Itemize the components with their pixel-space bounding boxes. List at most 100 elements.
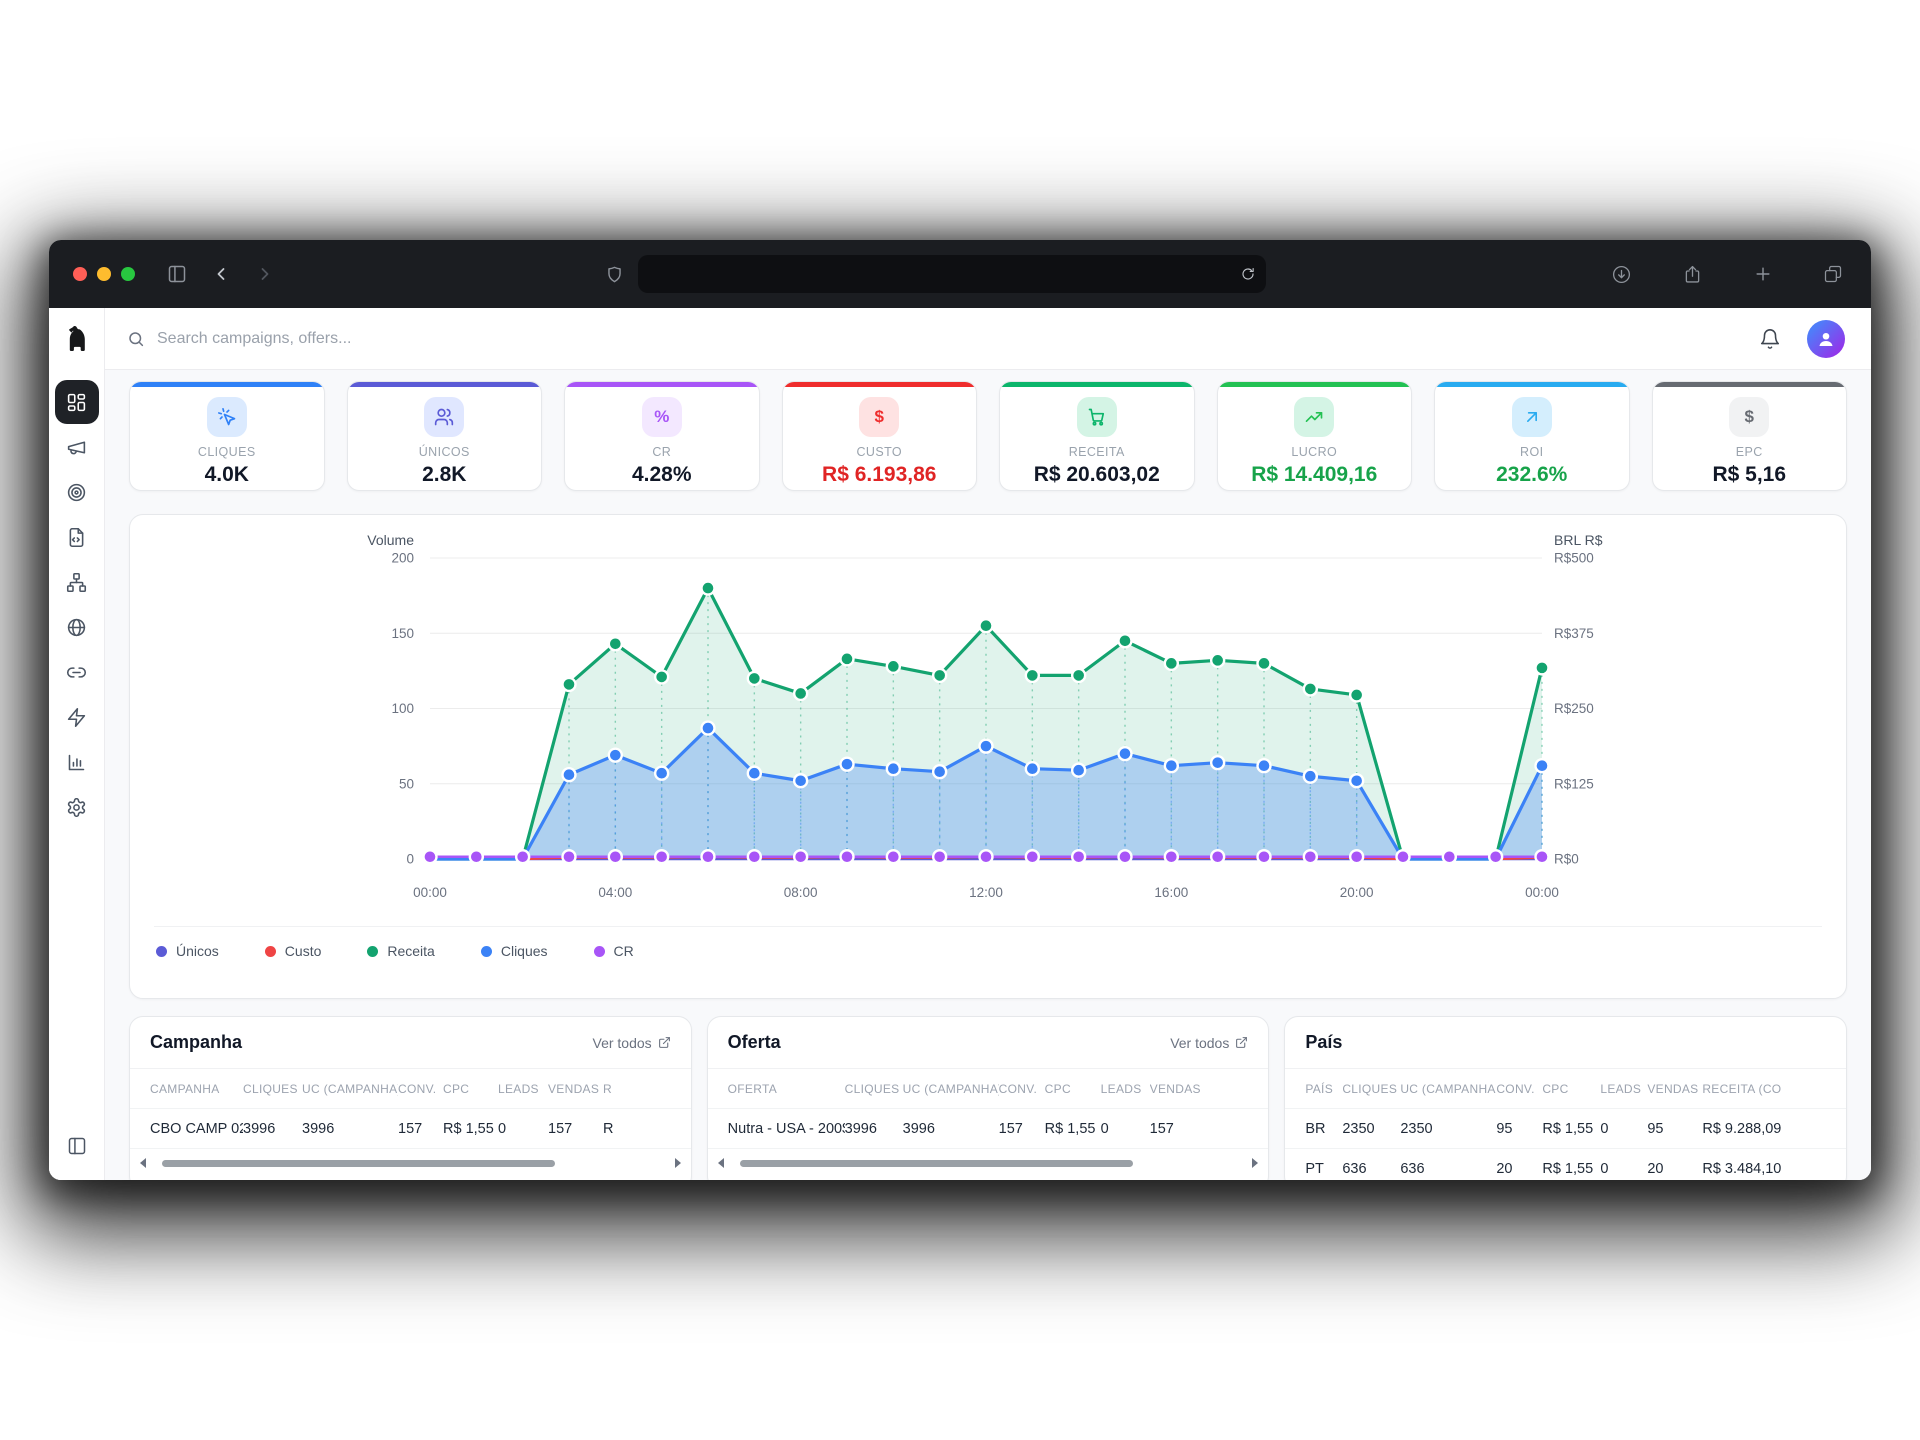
table-cell: 95 [1647, 1120, 1664, 1137]
sidebar-item-target[interactable] [55, 470, 99, 514]
column-header: CAMPANHA [150, 1081, 220, 1096]
legend-item-receita[interactable]: Receita [367, 943, 435, 959]
target-icon [66, 482, 87, 503]
column-header: CPC [443, 1081, 470, 1096]
table-row[interactable]: Nutra - USA - 200$ 3996 3996 157 R$ 1,55 0 157 [707, 1109, 1269, 1149]
summary-tables: Campanha Ver todos CAMPANHA CLIQUES UC (CAMP… [129, 1016, 1848, 1180]
svg-text:BRL R$: BRL R$ [1554, 532, 1603, 548]
percent-icon: % [641, 397, 682, 437]
sidebar-item-dashboard[interactable] [54, 380, 99, 424]
scroll-left-arrow[interactable] [140, 1158, 146, 1168]
sidebar-item-bar-chart[interactable] [55, 740, 99, 784]
user-avatar[interactable] [1807, 319, 1845, 358]
scrollbar-track[interactable] [152, 1159, 669, 1167]
table-row[interactable]: PT 636 636 20 R$ 1,55 0 20 R$ 3.484,10 [1285, 1149, 1846, 1180]
dollar-icon: $ [1729, 397, 1770, 437]
svg-text:20:00: 20:00 [1340, 885, 1374, 900]
new-tab-button[interactable] [1749, 260, 1777, 288]
column-header: CLIQUES [1342, 1081, 1398, 1096]
column-header: VENDAS [1647, 1081, 1699, 1096]
kpi-card-custo: $ CUSTO R$ 6.193,86 [781, 381, 977, 491]
user-icon [1819, 332, 1833, 346]
table-row[interactable]: BR 2350 2350 95 R$ 1,55 0 95 R$ 9.288,09 [1285, 1109, 1847, 1149]
bar-chart-icon [66, 752, 87, 773]
table-cell: R$ 9.288,09 [1702, 1120, 1782, 1137]
legend-item-custo[interactable]: Custo [264, 943, 321, 959]
scroll-right-arrow[interactable] [674, 1158, 681, 1168]
table-cell: Nutra - USA - 200$ [727, 1120, 845, 1137]
toggle-sidebar-button[interactable] [163, 260, 191, 288]
external-link-icon [1235, 1036, 1248, 1049]
legend-label: Únicos [176, 943, 219, 959]
scrollbar-track[interactable] [730, 1159, 1247, 1167]
scroll-left-arrow[interactable] [717, 1158, 724, 1168]
sidebar-item-link[interactable] [55, 650, 99, 694]
back-button[interactable] [207, 260, 235, 288]
legend-item-cr[interactable]: CR [593, 943, 634, 959]
downloads-button[interactable] [1607, 260, 1636, 289]
minimize-window-button[interactable] [97, 267, 111, 281]
app-logo[interactable] [49, 308, 104, 370]
forward-button[interactable] [251, 260, 279, 288]
table-cell: 95 [1496, 1120, 1513, 1137]
column-header: LEADS [1100, 1081, 1142, 1096]
table-cell: 3996 [302, 1120, 335, 1137]
close-window-button[interactable] [73, 267, 87, 281]
legend-dot [480, 945, 492, 957]
kpi-card-epc: $ EPC R$ 5,16 [1651, 381, 1847, 491]
legend-dot [593, 945, 605, 957]
notifications-button[interactable] [1759, 328, 1781, 350]
trend-icon [1294, 397, 1335, 437]
kpi-card-cr: % CR 4.28% [564, 381, 760, 491]
svg-text:0: 0 [406, 852, 414, 867]
kpi-label: CUSTO [856, 445, 903, 459]
file-code-icon [66, 527, 87, 548]
table-cell: R$ 1,55 [443, 1120, 494, 1137]
zoom-window-button[interactable] [121, 267, 135, 281]
svg-text:00:00: 00:00 [413, 885, 447, 900]
table-cell: R [603, 1120, 614, 1137]
legend-label: Receita [387, 943, 435, 959]
sidebar-collapse-button[interactable] [55, 1124, 99, 1168]
column-header: UC (CAMPANHA) [902, 1081, 999, 1096]
svg-text:12:00: 12:00 [969, 885, 1003, 900]
kpi-accent-bar [565, 382, 759, 387]
share-icon [1682, 264, 1703, 285]
column-header: VENDAS [548, 1081, 600, 1096]
tab-overview-button[interactable] [1819, 260, 1847, 288]
scroll-right-arrow[interactable] [1252, 1158, 1259, 1168]
table-cell: R$ 3.484,10 [1702, 1160, 1782, 1177]
legend-item-cliques[interactable]: Cliques [480, 943, 548, 959]
hierarchy-icon [66, 572, 87, 593]
table-cell: 0 [1600, 1160, 1609, 1177]
scrollbar-thumb[interactable] [162, 1159, 555, 1167]
sidebar-item-settings[interactable] [55, 785, 99, 829]
dashboard-main: CLIQUES 4.0K ÚNICOS 2.8K% CR 4.28% $ CUSTO R$ 6.… [105, 370, 1871, 1180]
kpi-card-roi: ROI 232.6% [1434, 381, 1630, 491]
table-cell: 157 [1149, 1120, 1174, 1137]
share-button[interactable] [1678, 260, 1707, 289]
reload-icon[interactable] [1240, 266, 1256, 282]
address-bar[interactable] [637, 255, 1266, 293]
svg-text:08:00: 08:00 [784, 885, 818, 900]
scrollbar-thumb[interactable] [740, 1159, 1133, 1167]
sidebar-item-zap[interactable] [55, 695, 99, 739]
column-header: CLIQUES [844, 1081, 900, 1096]
sidebar-item-megaphone[interactable] [55, 425, 99, 469]
search-input[interactable] [157, 329, 577, 348]
table-row[interactable]: CBO CAMP 02 3996 3996 157 R$ 1,55 0 157 R [130, 1109, 691, 1149]
table-cell: 3996 [902, 1120, 935, 1137]
table-title: Campanha [150, 1032, 243, 1052]
megaphone-icon [66, 437, 87, 458]
legend-item-únicos[interactable]: Únicos [156, 943, 219, 959]
sidebar-item-globe[interactable] [55, 605, 99, 649]
table-title: Oferta [727, 1032, 781, 1052]
sidebar-item-file-code[interactable] [55, 515, 99, 559]
sidebar-item-hierarchy[interactable] [55, 560, 99, 604]
privacy-shield-icon [601, 261, 628, 288]
svg-text:200: 200 [391, 551, 414, 566]
ver-todos-link[interactable]: Ver todos [593, 1035, 671, 1051]
kpi-value: 4.0K [204, 463, 249, 486]
table-cell: 157 [548, 1120, 573, 1137]
ver-todos-link[interactable]: Ver todos [1170, 1035, 1248, 1051]
